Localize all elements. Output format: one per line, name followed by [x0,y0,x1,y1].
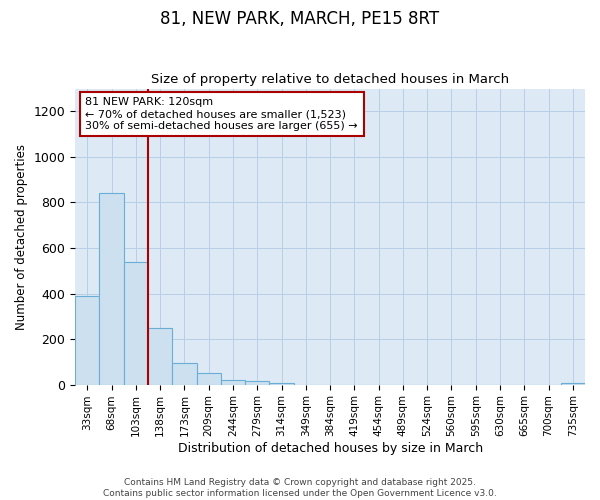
Text: Contains HM Land Registry data © Crown copyright and database right 2025.
Contai: Contains HM Land Registry data © Crown c… [103,478,497,498]
Title: Size of property relative to detached houses in March: Size of property relative to detached ho… [151,73,509,86]
Text: 81 NEW PARK: 120sqm
← 70% of detached houses are smaller (1,523)
30% of semi-det: 81 NEW PARK: 120sqm ← 70% of detached ho… [85,98,358,130]
Text: 81, NEW PARK, MARCH, PE15 8RT: 81, NEW PARK, MARCH, PE15 8RT [160,10,440,28]
Bar [245,382,269,384]
Bar [124,262,148,384]
X-axis label: Distribution of detached houses by size in March: Distribution of detached houses by size … [178,442,482,455]
Bar [75,296,100,384]
Bar [100,194,124,384]
Bar [197,373,221,384]
Bar [172,362,197,384]
Bar [148,328,172,384]
Bar [221,380,245,384]
Bar [561,383,585,384]
Bar [269,383,293,384]
Y-axis label: Number of detached properties: Number of detached properties [15,144,28,330]
